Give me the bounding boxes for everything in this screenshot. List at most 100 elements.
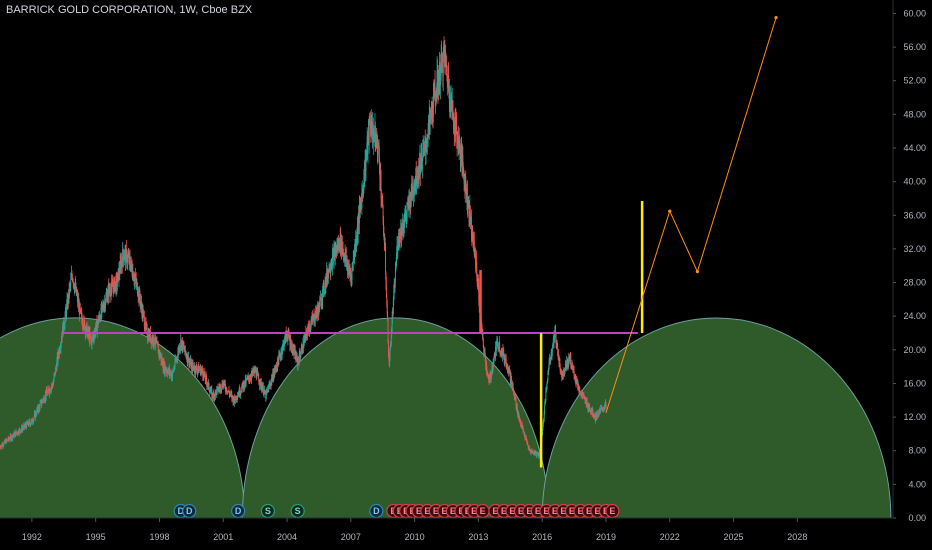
- event-badge-split[interactable]: S: [260, 503, 275, 519]
- candle-body-1353: [552, 341, 554, 344]
- candle-body-308: [125, 248, 127, 263]
- candle-body-1391: [568, 356, 570, 364]
- candle-body-969: [395, 262, 397, 267]
- candle-body-275: [111, 282, 113, 287]
- candle-body-1078: [440, 65, 442, 82]
- y-tick-label: 16.00: [903, 378, 926, 388]
- event-label: E: [450, 506, 456, 516]
- candle-body-1208: [493, 358, 495, 364]
- candle-body-988: [403, 227, 405, 229]
- candle-body-1077: [439, 81, 441, 86]
- candle-body-964: [393, 284, 395, 292]
- candle-body-426: [173, 368, 175, 370]
- candle-body-247: [100, 307, 102, 321]
- candle-body-387: [157, 346, 159, 354]
- candle-body-700: [285, 332, 287, 336]
- candle-body-76: [30, 422, 32, 424]
- candle-body-763: [311, 316, 313, 321]
- candle-body-760: [310, 327, 312, 329]
- candle-body-867: [354, 250, 355, 260]
- candle-body-1007: [411, 184, 413, 194]
- candle-body-323: [131, 266, 133, 275]
- candle-body-1477: [603, 407, 605, 409]
- event-label: E: [433, 506, 439, 516]
- candle-body-69: [27, 421, 29, 425]
- candle-body-1074: [438, 78, 440, 90]
- candle-body-572: [233, 397, 235, 404]
- lines-layer: [63, 16, 778, 468]
- event-badge-dividend[interactable]: D: [182, 503, 197, 519]
- candle-body-28: [10, 438, 12, 440]
- candle-body-149: [60, 343, 62, 349]
- candle-body-1255: [512, 386, 514, 392]
- candle-body-313: [127, 256, 129, 258]
- candle-body-422: [172, 371, 173, 376]
- candle-body-1377: [562, 374, 564, 376]
- candle-body-1204: [491, 367, 493, 371]
- event-badge-split[interactable]: S: [290, 503, 305, 519]
- event-badge-earnings[interactable]: E: [605, 503, 620, 519]
- event-badge-dividend[interactable]: D: [231, 503, 246, 519]
- candle-body-205: [83, 318, 85, 328]
- candle-body-268: [109, 285, 111, 291]
- candle-body-1001: [408, 198, 410, 202]
- event-label: E: [424, 506, 430, 516]
- candle-body-1102: [450, 97, 452, 107]
- candle-body-1396: [570, 355, 572, 367]
- candle-body-392: [159, 356, 161, 358]
- candle-body-786: [320, 303, 322, 306]
- candle-body-346: [141, 301, 142, 308]
- candle-body-1132: [462, 154, 464, 166]
- candle-body-284: [115, 276, 117, 291]
- candle-body-312: [127, 256, 129, 263]
- candle-body-754: [307, 325, 309, 328]
- candle-body-1429: [583, 395, 585, 397]
- candle-body-900: [367, 134, 369, 151]
- candle-body-512: [208, 389, 210, 392]
- candle-body-1000: [408, 198, 410, 209]
- candle-body-1335: [545, 391, 547, 402]
- candle-body-1122: [458, 147, 460, 152]
- candle-body-535: [218, 387, 220, 391]
- candle-body-1381: [564, 372, 566, 374]
- candle-body-453: [184, 345, 186, 352]
- candle-body-1019: [416, 184, 418, 186]
- candle-body-886: [361, 190, 363, 194]
- candle-body-40: [15, 431, 17, 433]
- candle-body-332: [135, 276, 137, 281]
- candle-body-132: [53, 376, 55, 382]
- candle-body-966: [394, 280, 396, 288]
- y-tick-label: 56.00: [903, 42, 926, 52]
- candle-body-1339: [547, 379, 548, 384]
- candle-body-1095: [447, 79, 449, 85]
- candle-body-843: [344, 255, 346, 261]
- candle-body-32: [12, 435, 14, 437]
- candle-body-1065: [435, 92, 436, 101]
- candle-body-641: [261, 386, 263, 392]
- candle-body-782: [319, 300, 321, 310]
- candle-body-575: [234, 395, 236, 399]
- event-badge-earnings[interactable]: E: [475, 503, 490, 519]
- candle-body-89: [35, 414, 37, 416]
- event-label: E: [480, 506, 486, 516]
- candle-body-1375: [561, 374, 563, 379]
- y-tick-label: 60.00: [903, 8, 926, 18]
- candle-body-456: [186, 356, 187, 358]
- candle-body-294: [119, 260, 121, 274]
- event-badge-dividend[interactable]: D: [369, 503, 384, 519]
- x-axis-panel: [0, 518, 932, 550]
- candle-body-335: [136, 282, 138, 284]
- candle-body-516: [210, 388, 212, 391]
- candle-body-708: [289, 338, 290, 340]
- candle-body-855: [349, 267, 351, 272]
- candle-body-10: [3, 442, 5, 445]
- candle-body-311: [126, 262, 128, 264]
- candle-body-1295: [529, 448, 530, 451]
- candle-body-932: [380, 180, 382, 199]
- candle-body-803: [327, 269, 329, 279]
- candle-body-876: [357, 220, 359, 235]
- candle-body-1217: [497, 339, 499, 347]
- candle-body-724: [295, 353, 297, 360]
